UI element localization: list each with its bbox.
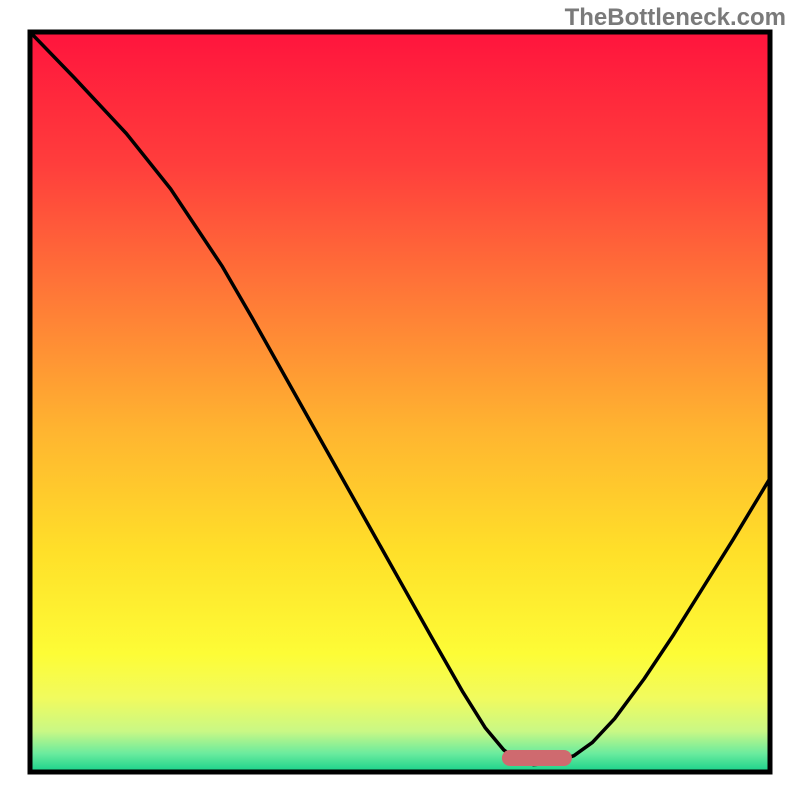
bottleneck-min-marker [502, 750, 572, 766]
plot-gradient-background [30, 32, 770, 772]
gradient-v-curve-chart [0, 0, 800, 800]
chart-root: { "watermark": { "text": "TheBottleneck.… [0, 0, 800, 800]
